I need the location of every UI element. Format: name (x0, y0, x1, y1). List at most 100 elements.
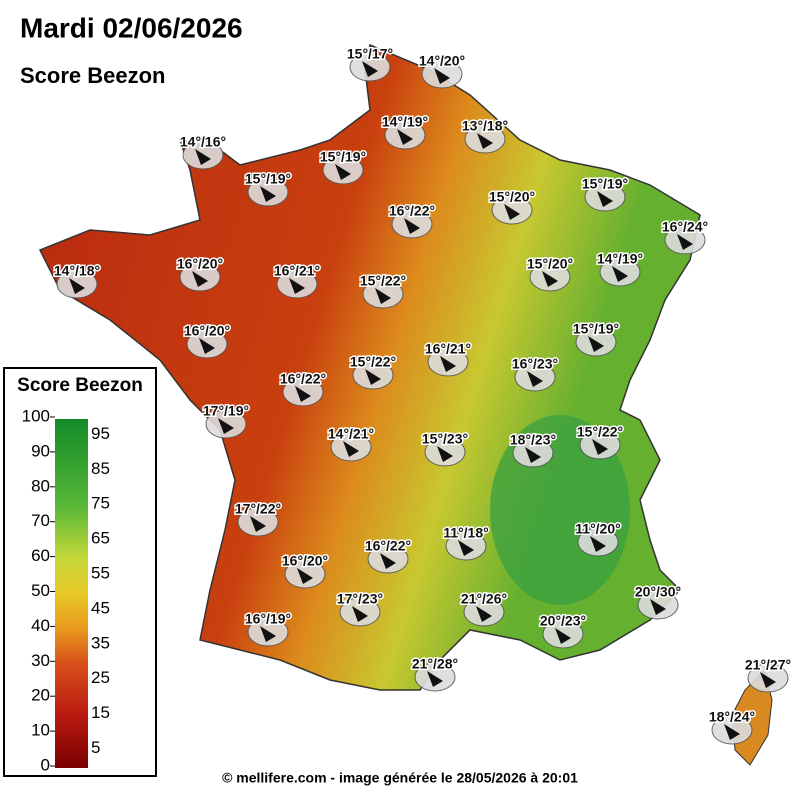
station-temp: 15°/19° (320, 149, 366, 165)
station-temp: 16°/20° (177, 256, 223, 272)
legend-tick-label: 55 (91, 564, 110, 583)
wind-arrow (397, 129, 413, 145)
legend-tick-label: 70 (31, 511, 50, 530)
wind-arrow (343, 441, 359, 457)
station-temp: 21°/27° (745, 657, 791, 673)
station-temp: 16°/22° (365, 538, 411, 554)
station-temp: 15°/22° (360, 273, 406, 289)
station-temp: 17°/19° (203, 403, 249, 419)
wind-arrow (297, 568, 313, 584)
station-temp: 15°/19° (582, 176, 628, 192)
wind-arrow (592, 439, 608, 455)
station-temp: 16°/20° (282, 553, 328, 569)
station-temp: 16°/21° (274, 263, 320, 279)
title: Mardi 02/06/2026 (20, 12, 243, 43)
wind-arrow (458, 540, 474, 556)
station-temp: 11°/18° (443, 525, 488, 541)
station-temp: 14°/19° (597, 251, 643, 267)
station-temp: 16°/20° (184, 323, 230, 339)
wind-arrow (380, 553, 396, 569)
legend-tick-label: 25 (91, 668, 110, 687)
wind-arrow (192, 271, 208, 287)
footer: © mellifere.com - image générée le 28/05… (222, 770, 578, 786)
wind-arrow (250, 516, 266, 532)
subtitle: Score Beezon (20, 63, 166, 88)
wind-arrow (588, 336, 604, 352)
station-temp: 16°/23° (512, 356, 558, 372)
station-temp: 15°/20° (527, 256, 573, 272)
wind-arrow (199, 338, 215, 354)
legend-tick-label: 90 (31, 441, 50, 460)
legend-tick-label: 0 (41, 755, 50, 774)
station-temp: 15°/23° (422, 431, 468, 447)
station-temp: 15°/20° (489, 189, 535, 205)
station-temp: 17°/23° (337, 591, 383, 607)
wind-arrow (427, 671, 443, 687)
wind-arrow (504, 204, 520, 220)
legend-tick-label: 20 (31, 686, 50, 705)
legend-tick-label: 100 (22, 406, 50, 425)
wind-arrow (362, 61, 378, 77)
station-temp: 20°/23° (540, 613, 586, 629)
wind-arrow (650, 599, 666, 615)
station-temp: 14°/21° (328, 426, 374, 442)
legend-tick-label: 60 (31, 546, 50, 565)
wind-arrow (434, 68, 450, 84)
station-temp: 16°/22° (389, 203, 435, 219)
wind-arrow (477, 133, 493, 149)
legend-tick-label: 45 (91, 598, 110, 617)
legend-tick-label: 95 (91, 424, 110, 443)
station-temp: 15°/22° (577, 424, 623, 440)
wind-arrow (404, 218, 420, 234)
station-temp: 20°/30° (635, 584, 681, 600)
legend-tick-label: 30 (31, 651, 50, 670)
wind-arrow (352, 606, 368, 622)
legend-tick-label: 40 (31, 616, 50, 635)
station-temp: 16°/22° (280, 371, 326, 387)
legend-tick-label: 5 (91, 738, 100, 757)
station-temp: 11°/20° (575, 521, 620, 537)
wind-arrow (760, 672, 776, 688)
station-temp: 14°/18° (54, 263, 100, 279)
station-temp: 18°/24° (709, 709, 755, 725)
wind-arrow (440, 356, 456, 372)
station-temp: 14°/19° (382, 114, 428, 130)
legend-tick-label: 80 (31, 476, 50, 495)
station-temp: 13°/18° (462, 118, 508, 134)
station-temp: 16°/21° (425, 341, 471, 357)
wind-arrow (525, 447, 541, 463)
legend-tick-label: 85 (91, 459, 110, 478)
wind-arrow (542, 271, 558, 287)
wind-arrow (527, 371, 543, 387)
wind-arrow (295, 386, 311, 402)
station-temp: 15°/19° (573, 321, 619, 337)
wind-arrow (724, 724, 740, 740)
wind-arrow (260, 186, 276, 202)
legend-tick-label: 15 (91, 703, 110, 722)
station-temp: 21°/28° (412, 656, 458, 672)
wind-arrow (195, 149, 211, 165)
legend-tick-label: 35 (91, 633, 110, 652)
stations: 15°/17° 14°/20° 14°/16° 14°/19° 13°/18° 15°/1… (52, 44, 793, 745)
wind-arrow (69, 278, 85, 294)
wind-arrow (677, 234, 693, 250)
legend-tick-label: 10 (31, 721, 50, 740)
station-temp: 14°/20° (419, 53, 465, 69)
legend-tick-label: 50 (31, 581, 50, 600)
wind-arrow (612, 266, 628, 282)
wind-arrow (555, 628, 571, 644)
wind-arrow (335, 164, 351, 180)
station-temp: 15°/19° (245, 171, 291, 187)
wind-arrow (476, 606, 492, 622)
station-temp: 21°/26° (461, 591, 507, 607)
legend-title: Score Beezon (17, 375, 143, 396)
legend-bar (55, 419, 88, 768)
wind-arrow (218, 418, 234, 434)
wind-arrow (437, 446, 453, 462)
wind-arrow (597, 191, 613, 207)
station-temp: 17°/22° (235, 501, 281, 517)
station-temp: 15°/17° (347, 46, 393, 62)
wind-arrow (365, 369, 381, 385)
wind-arrow (375, 288, 391, 304)
